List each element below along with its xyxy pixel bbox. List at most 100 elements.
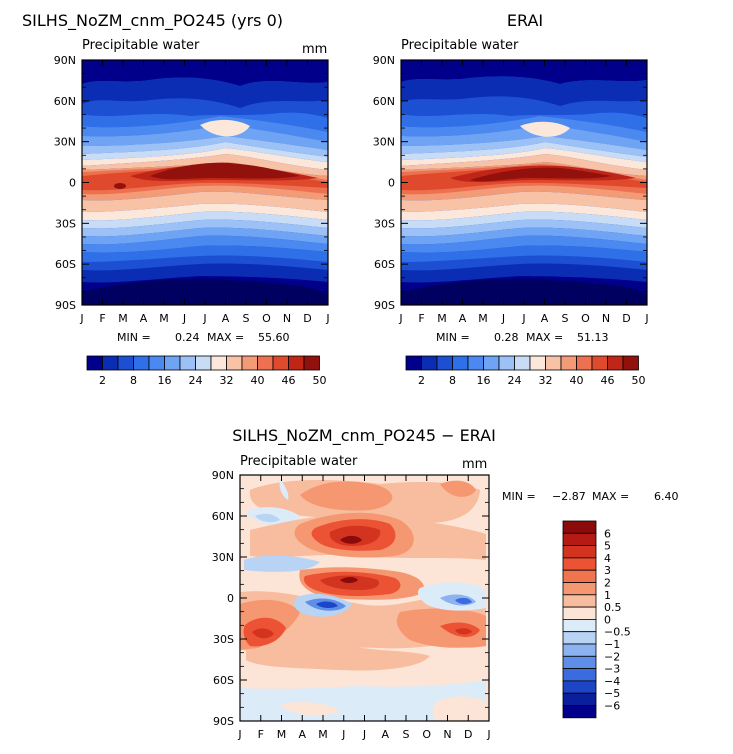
panel-model-colorbar-label: 2 (99, 374, 106, 387)
panel-erai-colorbar-swatch (421, 355, 438, 371)
panel-model-max-label: MAX = (207, 331, 244, 344)
panel-model-ytick-label: 30N (54, 136, 76, 149)
panel-difference-colorbar-swatch (562, 619, 597, 633)
panel-difference-units: mm (462, 457, 487, 472)
panel-difference-xtick-label: F (258, 728, 264, 741)
panel-model-ytick-label: 60N (54, 95, 76, 108)
panel-difference-colorbar-label: 0.5 (604, 601, 622, 614)
panel-erai-colorbar-swatch (405, 355, 422, 371)
panel-model-colorbar-label: 40 (251, 374, 265, 387)
panel-difference-colorbar-swatch (562, 643, 597, 657)
panel-difference-ytick-label: 60N (212, 510, 234, 523)
panel-erai-colorbar-swatch (498, 355, 515, 371)
panel-difference-colorbar-label: −0.5 (604, 626, 631, 639)
panel-difference-xtick-label: J (362, 728, 366, 741)
panel-erai-min-label: MIN = (436, 331, 470, 344)
panel-model-colorbar-swatch (164, 355, 181, 371)
panel-model-xtick-label: O (262, 312, 271, 325)
panel-difference-xtick-label: M (318, 728, 328, 741)
panel-model-colorbar-swatch (257, 355, 274, 371)
panel-erai-xtick-label: D (622, 312, 630, 325)
panel-difference-colorbar-swatch (562, 692, 597, 706)
panel-difference-colorbar-swatch (562, 680, 597, 694)
panel-difference-colorbar-swatch (562, 655, 597, 669)
panel-difference-xtick-label: N (443, 728, 451, 741)
panel-model-xtick-label: J (202, 312, 206, 325)
panel-model-xtick-label: J (182, 312, 186, 325)
panel-erai-colorbar-swatch (607, 355, 624, 371)
panel-erai-min-value: 0.28 (494, 331, 519, 344)
panel-erai-xtick-label: J (501, 312, 505, 325)
panel-erai-colorbar-swatch (622, 355, 639, 371)
panel-difference-subtitle: Precipitable water (240, 454, 358, 469)
panel-model-colorbar-label: 50 (313, 374, 327, 387)
panel-difference-colorbar-label: −6 (604, 700, 620, 713)
panel-model-ytick-label: 30S (55, 217, 76, 230)
panel-model-colorbar-label: 46 (282, 374, 296, 387)
panel-difference-ytick-label: 90N (212, 469, 234, 482)
panel-model-colorbar-swatch (195, 355, 212, 371)
panel-model-colorbar-swatch (288, 355, 305, 371)
panel-erai-colorbar-swatch (436, 355, 453, 371)
panel-erai-colorbar-swatch (560, 355, 577, 371)
panel-model-colorbar-swatch (272, 355, 289, 371)
panel-model-xtick-label: M (159, 312, 169, 325)
panel-erai-xtick-label: J (644, 312, 648, 325)
panel-erai-colorbar-swatch (591, 355, 608, 371)
panel-difference-colorbar-label: 4 (604, 552, 611, 565)
panel-model-colorbar-swatch (179, 355, 196, 371)
panel-erai-colorbar-label: 40 (570, 374, 584, 387)
panel-model-min-value: 0.24 (175, 331, 200, 344)
panel-erai-colorbar-label: 32 (539, 374, 553, 387)
panel-erai-ytick-label: 60N (373, 95, 395, 108)
panel-model-xtick-label: F (99, 312, 105, 325)
panel-difference: SILHS_NoZM_cnm_PO245 − ERAI Precipitable… (212, 426, 679, 741)
panel-difference-xtick-label: A (381, 728, 389, 741)
panel-difference-xtick-label: A (298, 728, 306, 741)
panel-model-xtick-label: N (283, 312, 291, 325)
panel-difference-colorbar-label: −2 (604, 650, 620, 663)
panel-model-ytick-label: 0 (69, 177, 76, 190)
panel-erai-ytick-label: 90S (374, 299, 395, 312)
panel-erai-colorbar-swatch (467, 355, 484, 371)
panel-erai-ytick-label: 30N (373, 136, 395, 149)
panel-difference-colorbar-label: 6 (604, 527, 611, 540)
panel-difference-xtick-label: J (486, 728, 490, 741)
panel-model-xtick-label: M (118, 312, 128, 325)
panel-erai-colorbar-swatch (545, 355, 562, 371)
panel-model-subtitle: Precipitable water (82, 38, 200, 53)
panel-erai-xtick-label: F (418, 312, 424, 325)
panel-model: SILHS_NoZM_cnm_PO245 (yrs 0) Precipitabl… (22, 11, 330, 387)
panel-difference-ytick-label: 90S (213, 715, 234, 728)
panel-model-colorbar-label: 8 (130, 374, 137, 387)
panel-erai: ERAI Precipitable water (373, 11, 649, 387)
panel-model-ytick-label: 90N (54, 54, 76, 67)
panel-model-xtick-label: S (243, 312, 250, 325)
panel-erai-max-value: 51.13 (577, 331, 609, 344)
panel-erai-colorbar-label: 50 (632, 374, 646, 387)
panel-model-colorbar-swatch (226, 355, 243, 371)
panel-model-colorbar-swatch (86, 355, 103, 371)
panel-difference-min-value: −2.87 (552, 490, 586, 503)
panel-erai-ytick-label: 30S (374, 217, 395, 230)
panel-model-ytick-label: 90S (55, 299, 76, 312)
panel-model-units: mm (302, 42, 327, 57)
panel-model-min-label: MIN = (117, 331, 151, 344)
panel-model-xtick-label: A (140, 312, 148, 325)
panel-difference-colorbar-label: −4 (604, 675, 620, 688)
panel-erai-colorbar-swatch (529, 355, 546, 371)
panel-erai-xtick-label: O (581, 312, 590, 325)
panel-model-colorbar-label: 16 (158, 374, 172, 387)
panel-erai-xtick-label: A (541, 312, 549, 325)
panel-difference-xtick-label: M (277, 728, 287, 741)
panel-model-colorbar-swatch (102, 355, 119, 371)
panel-difference-field (240, 475, 489, 721)
panel-erai-colorbar-label: 24 (508, 374, 522, 387)
panel-difference-ytick-label: 30S (213, 633, 234, 646)
panel-model-ytick-label: 60S (55, 258, 76, 271)
panel-difference-xtick-label: O (422, 728, 431, 741)
